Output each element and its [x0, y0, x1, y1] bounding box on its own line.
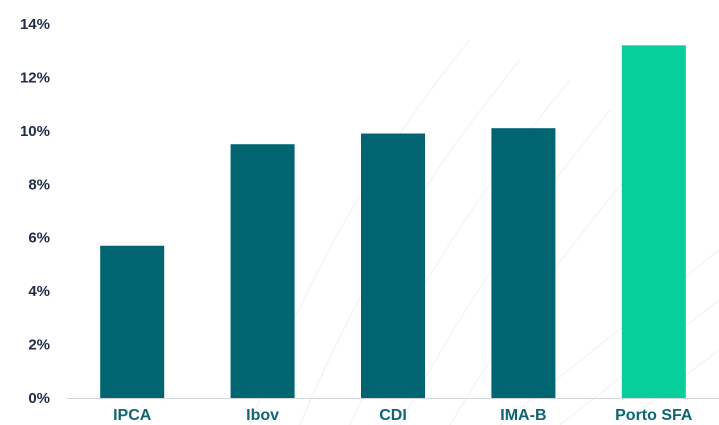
y-tick-label: 4% [28, 283, 50, 300]
y-axis-tick-labels: 0% 2% 4% 6% 8% 10% 12% 14% [20, 16, 50, 407]
x-category-label: Ibov [246, 407, 279, 424]
y-tick-label: 14% [20, 16, 50, 33]
bar-cdi [361, 133, 425, 398]
x-category-label: IMA-B [500, 407, 546, 424]
bar-ima-b [491, 128, 556, 398]
bar-porto-sfa [621, 45, 686, 398]
y-tick-label: 12% [20, 69, 50, 86]
y-tick-label: 0% [28, 390, 50, 407]
x-category-label: CDI [379, 407, 407, 424]
y-tick-label: 10% [20, 123, 50, 140]
bar-ibov [230, 144, 295, 398]
x-category-label: Porto SFA [615, 407, 693, 424]
y-tick-label: 8% [28, 176, 50, 193]
y-tick-label: 6% [28, 230, 50, 247]
x-category-label: IPCA [113, 407, 152, 424]
bars [100, 45, 686, 398]
y-tick-label: 2% [28, 337, 50, 354]
x-axis-category-labels: IPCA Ibov CDI IMA-B Porto SFA [113, 407, 693, 424]
bar-ipca [100, 245, 165, 398]
